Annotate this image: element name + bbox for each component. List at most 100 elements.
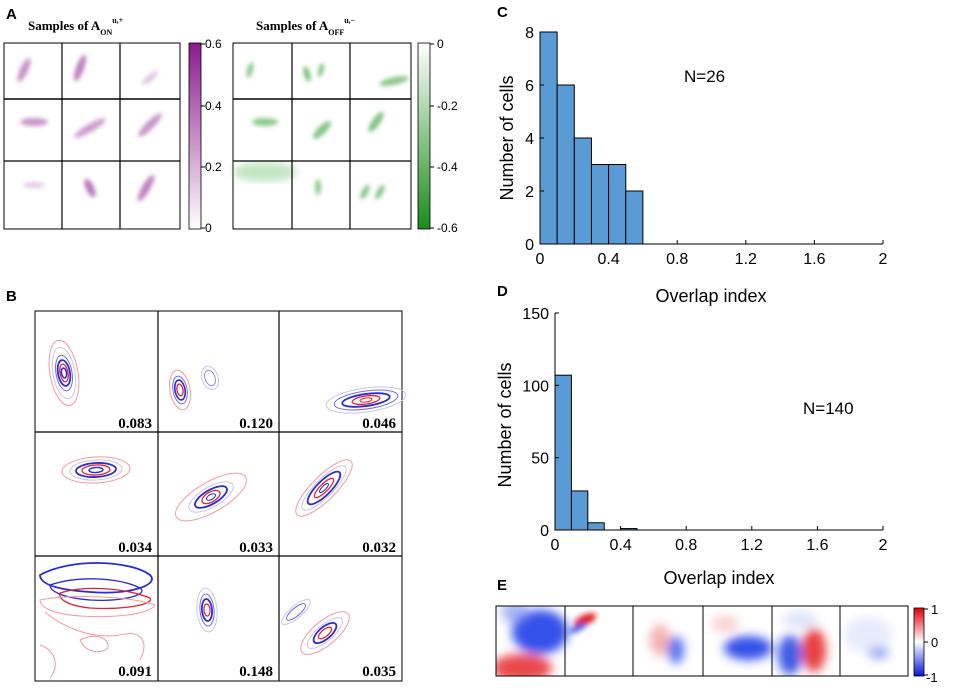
negative-blob — [782, 612, 818, 628]
panel-label-d: D — [497, 283, 508, 300]
histogram-bar — [587, 522, 605, 531]
contour-group — [295, 459, 353, 517]
on-contour — [317, 626, 333, 640]
histogram-bar — [573, 137, 592, 245]
on-contour — [175, 472, 247, 522]
on-contour — [59, 587, 151, 610]
off-contour — [306, 470, 342, 506]
on-colorbar-tick: 0.2 — [205, 160, 222, 174]
overlap-value: 0.120 — [239, 416, 273, 432]
off-colorbar-tick: -0.4 — [437, 160, 458, 174]
off-contour — [201, 598, 213, 622]
off-blob — [368, 111, 384, 133]
x-tick-label: 1.2 — [735, 251, 757, 268]
off-contour — [172, 375, 188, 405]
off-colorbar: 0 -0.2 -0.4 -0.6 — [417, 37, 458, 235]
x-tick-label: 0.8 — [675, 537, 697, 554]
on-contour — [61, 456, 131, 484]
negative-blob — [778, 635, 802, 675]
off-contour — [194, 485, 228, 509]
off-contour — [285, 603, 307, 621]
on-contour — [39, 596, 156, 618]
negative-blob — [512, 610, 568, 654]
on-contour — [351, 394, 381, 406]
off-colorbar-tick: -0.2 — [437, 99, 458, 113]
n-annotation: N=26 — [684, 67, 725, 86]
off-samples-title: Samples of AOFFu,− — [256, 16, 356, 37]
x-tick-label: 0.8 — [666, 251, 688, 268]
contour-group — [39, 562, 156, 679]
contour-group — [61, 456, 131, 484]
off-contour — [49, 578, 143, 601]
negative-blob — [724, 636, 772, 660]
on-contour — [295, 459, 353, 517]
contour-group — [196, 587, 218, 633]
overlap-value: 0.091 — [118, 664, 152, 680]
x-tick-label: 0 — [551, 537, 560, 554]
on-colorbar: 0.6 0.4 0.2 0 — [188, 37, 222, 235]
off-contour — [281, 599, 311, 625]
y-tick-label: 6 — [525, 78, 534, 95]
contour-group — [48, 339, 80, 407]
colorbar-tick: 0 — [931, 635, 938, 650]
on-contour — [300, 611, 350, 655]
off-contour — [199, 593, 215, 627]
overlap-value: 0.083 — [118, 416, 152, 432]
on-contour — [39, 644, 56, 679]
positive-blob — [711, 616, 739, 632]
off-contour — [312, 621, 338, 645]
y-tick-label: 100 — [522, 378, 549, 395]
colorbar-tick: 1 — [931, 602, 938, 617]
x-tick-label: 0.4 — [609, 537, 631, 554]
off-contour — [69, 459, 123, 481]
on-contour — [313, 477, 335, 499]
y-tick-label: 0 — [540, 523, 549, 540]
positive-blob — [802, 628, 826, 672]
off-contour — [325, 386, 407, 414]
on-contour — [59, 363, 69, 383]
x-axis-label: Overlap index — [655, 286, 766, 306]
on-sample-grid — [3, 42, 181, 230]
contour-group — [325, 386, 407, 414]
off-contour — [319, 483, 329, 493]
x-tick-label: 2 — [879, 251, 888, 268]
off-blob — [379, 75, 409, 87]
off-contour — [55, 354, 73, 392]
contour-group — [169, 369, 191, 411]
histogram-bar — [570, 490, 589, 531]
on-contour — [359, 397, 373, 403]
on-blob — [20, 118, 48, 126]
negative-blob — [844, 617, 892, 653]
positive-blob — [496, 654, 552, 676]
negative-blob — [501, 606, 529, 624]
overlap-value: 0.035 — [362, 664, 396, 680]
off-contour — [341, 392, 391, 408]
x-axis-label: Overlap index — [663, 568, 774, 588]
off-sample-grid — [232, 42, 412, 230]
e-colorbar: 1 0 -1 — [913, 602, 938, 685]
panel-a: Samples of AONu,+ Samples of AOFFu,− 0.6 — [3, 16, 458, 235]
on-samples-title: Samples of AONu,+ — [28, 16, 124, 37]
off-contour — [301, 465, 347, 511]
y-tick-label: 0 — [525, 237, 534, 254]
contour-group — [200, 365, 220, 391]
x-tick-label: 0 — [536, 251, 545, 268]
off-contour — [205, 493, 217, 501]
panel-label-e: E — [497, 577, 508, 594]
y-tick-label: 8 — [525, 25, 534, 42]
histogram-c: 0 0.4 0.8 1.2 1.6 2 0 2 4 6 8 N=26 Overlap index N… — [497, 25, 888, 306]
on-blob — [73, 54, 87, 82]
off-contour — [333, 389, 399, 411]
on-blob — [142, 71, 158, 85]
histogram-bar — [556, 84, 575, 245]
on-blob — [137, 174, 155, 202]
on-colorbar-tick: 0 — [205, 221, 212, 235]
off-contour — [56, 359, 72, 387]
panel-e: 1 0 -1 — [495, 602, 938, 685]
on-contour — [81, 464, 111, 476]
off-contour — [75, 462, 117, 478]
on-contour — [48, 339, 80, 407]
off-blob — [315, 179, 321, 195]
n-annotation: N=140 — [803, 399, 854, 418]
on-blob — [17, 58, 31, 82]
